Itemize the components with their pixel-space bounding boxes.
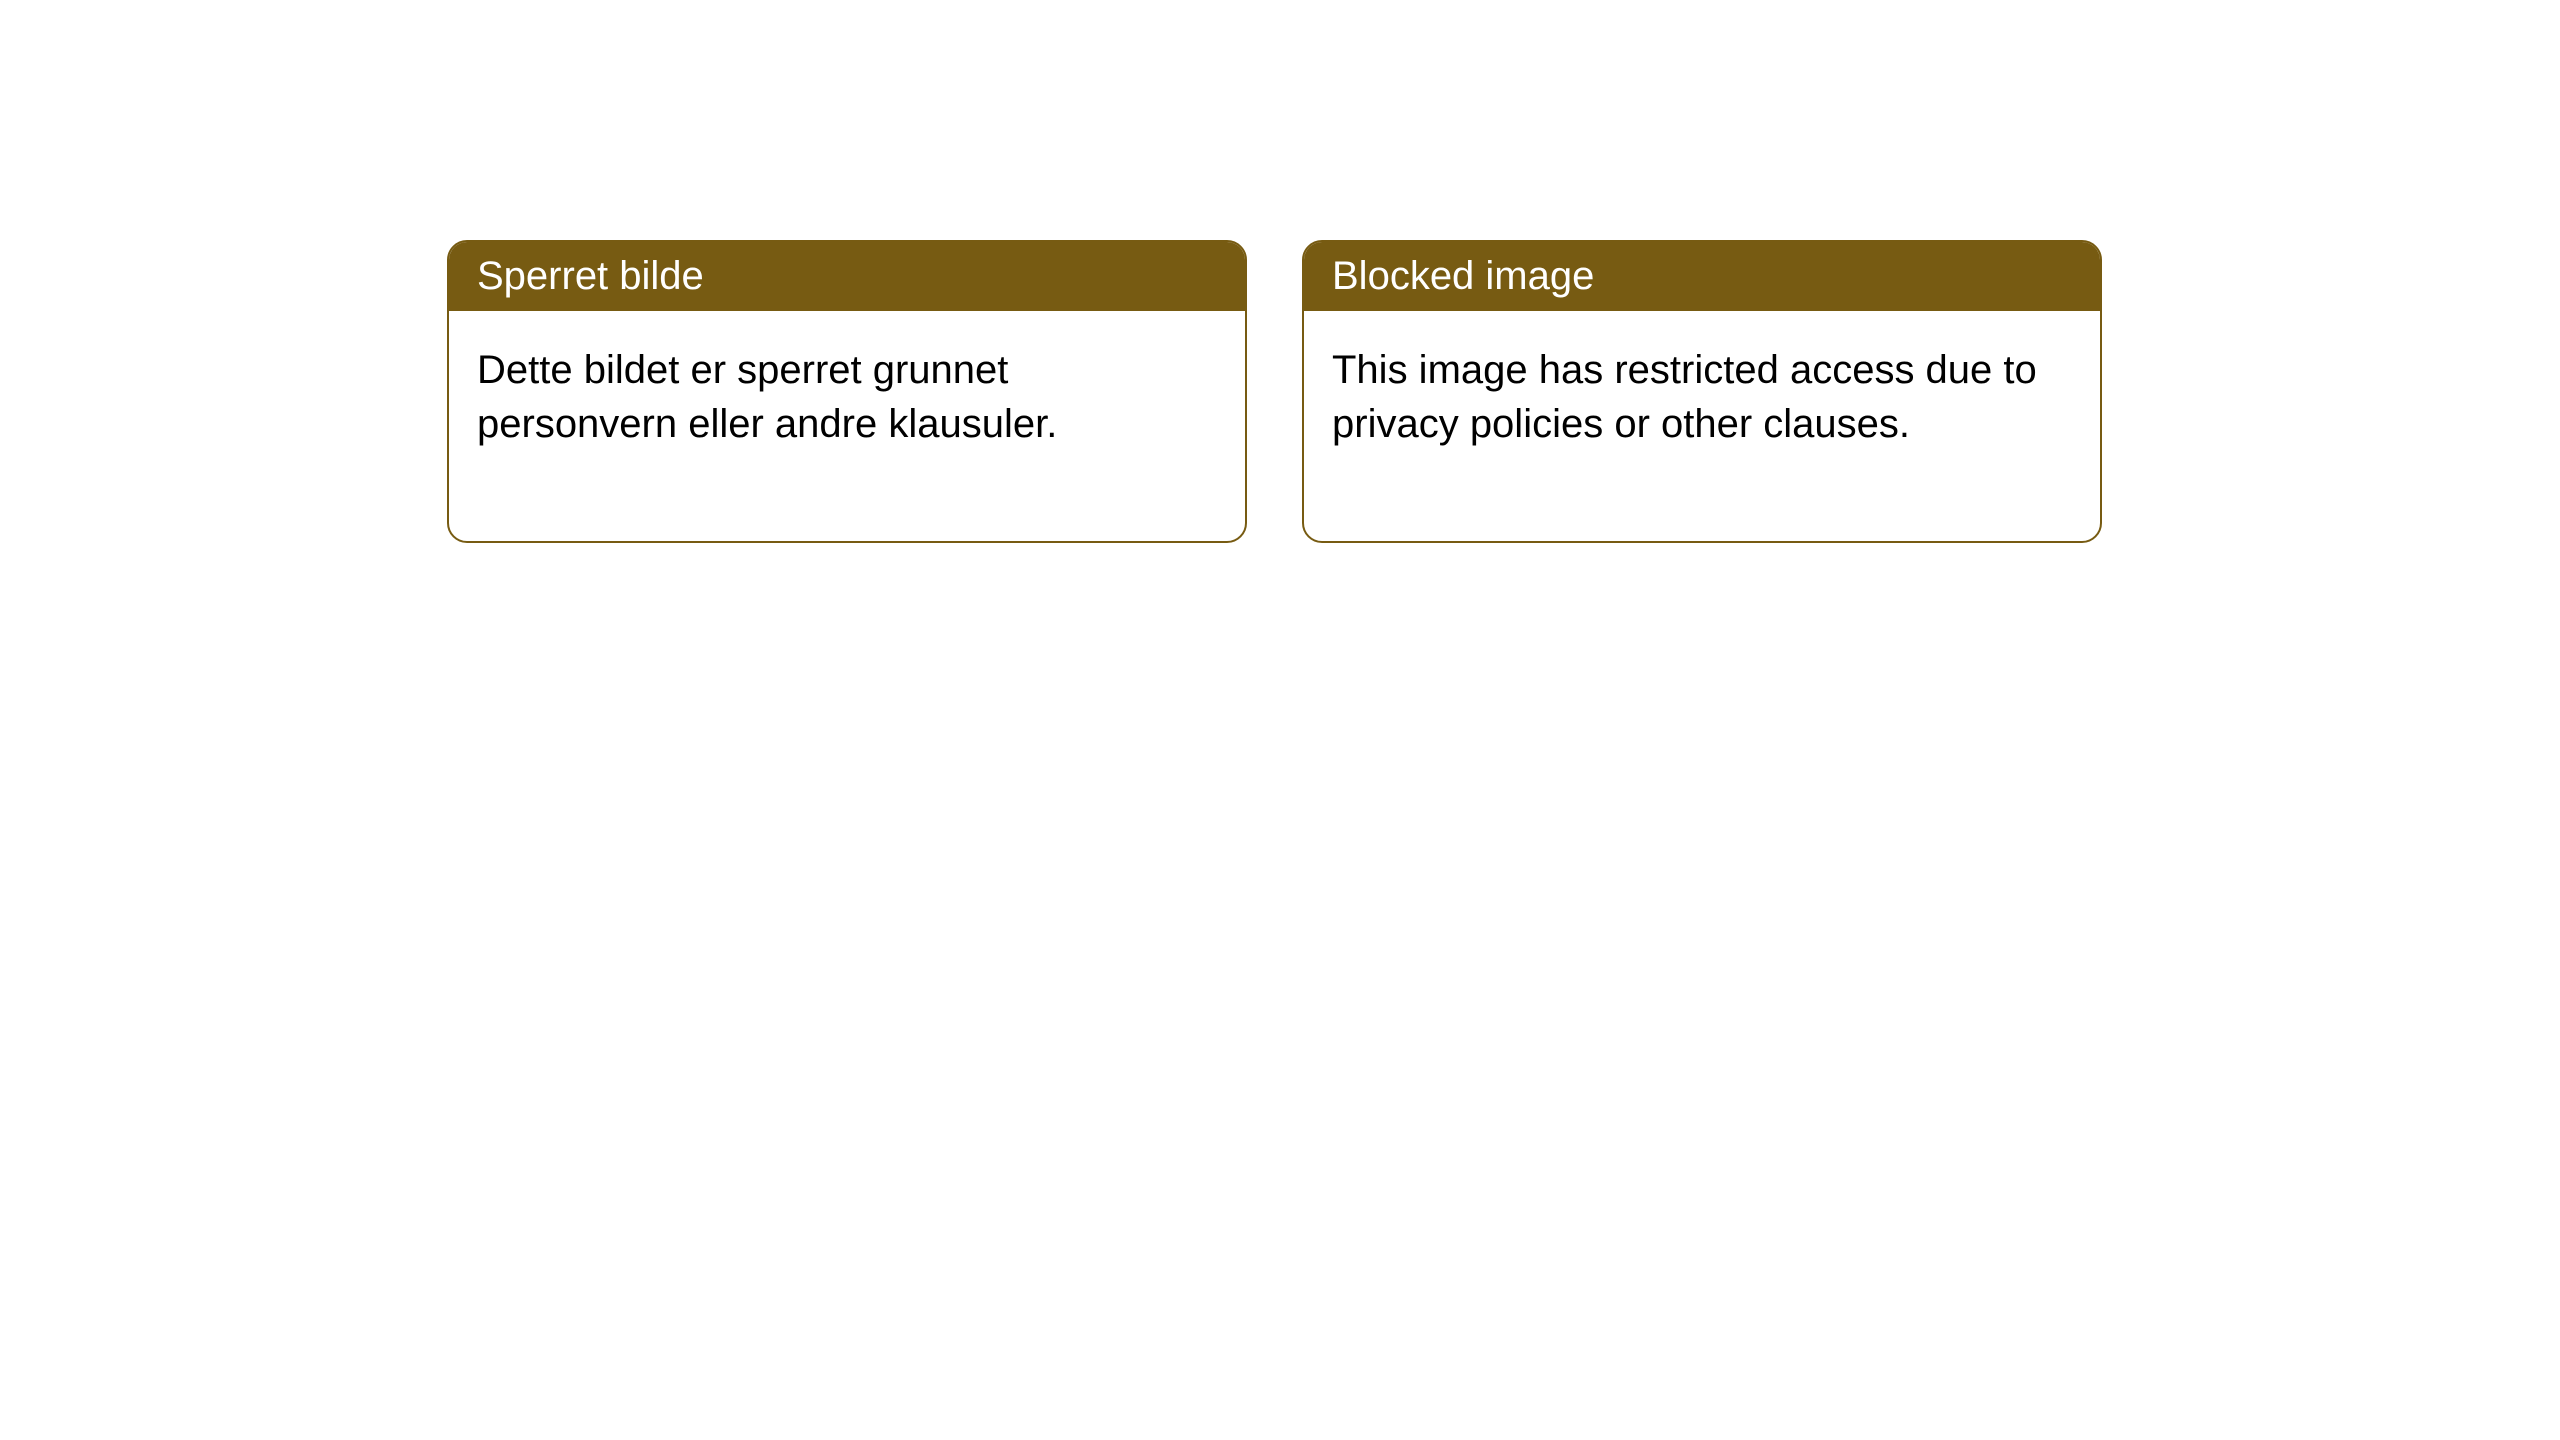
card-body: This image has restricted access due to … [1304, 311, 2100, 541]
blocked-image-card-no: Sperret bilde Dette bildet er sperret gr… [447, 240, 1247, 543]
blocked-image-card-en: Blocked image This image has restricted … [1302, 240, 2102, 543]
card-title: Sperret bilde [449, 242, 1245, 311]
card-title: Blocked image [1304, 242, 2100, 311]
notice-cards-container: Sperret bilde Dette bildet er sperret gr… [447, 240, 2102, 543]
card-body: Dette bildet er sperret grunnet personve… [449, 311, 1245, 541]
